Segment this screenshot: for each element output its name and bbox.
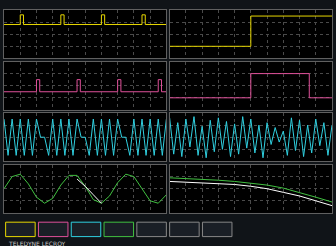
svg-text:TELEDYNE LECROY: TELEDYNE LECROY: [8, 240, 66, 246]
